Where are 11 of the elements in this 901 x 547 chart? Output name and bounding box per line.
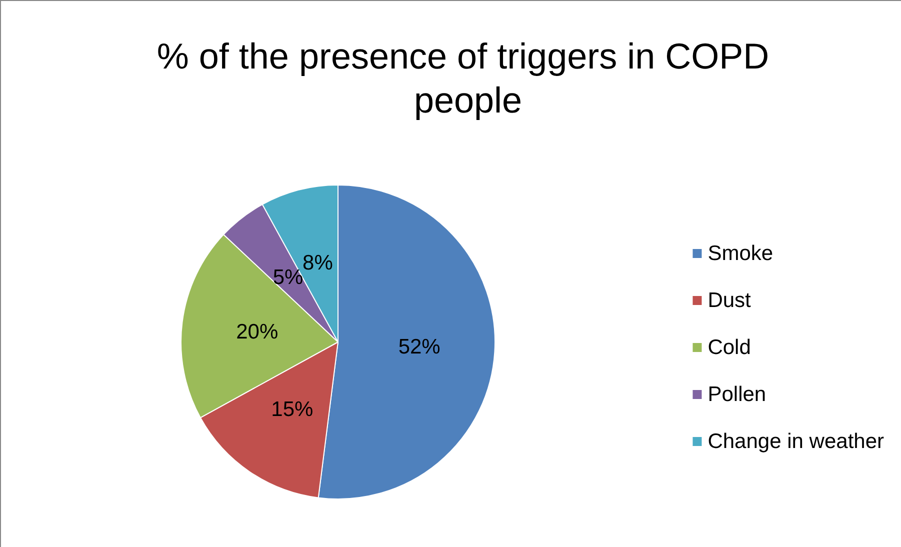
- legend-label: Dust: [708, 289, 752, 312]
- data-label: 5%: [272, 266, 304, 290]
- chart-title: % of the presence of triggers in COPD people: [156, 36, 780, 120]
- data-label: 52%: [398, 336, 440, 359]
- data-label: 20%: [236, 320, 278, 344]
- data-label: 15%: [271, 398, 314, 421]
- legend-label: Change in weather: [708, 430, 884, 453]
- legend-label: Smoke: [708, 242, 774, 265]
- legend-label: Cold: [708, 336, 751, 359]
- data-label: 8%: [302, 252, 333, 275]
- legend-label: Pollen: [708, 383, 766, 406]
